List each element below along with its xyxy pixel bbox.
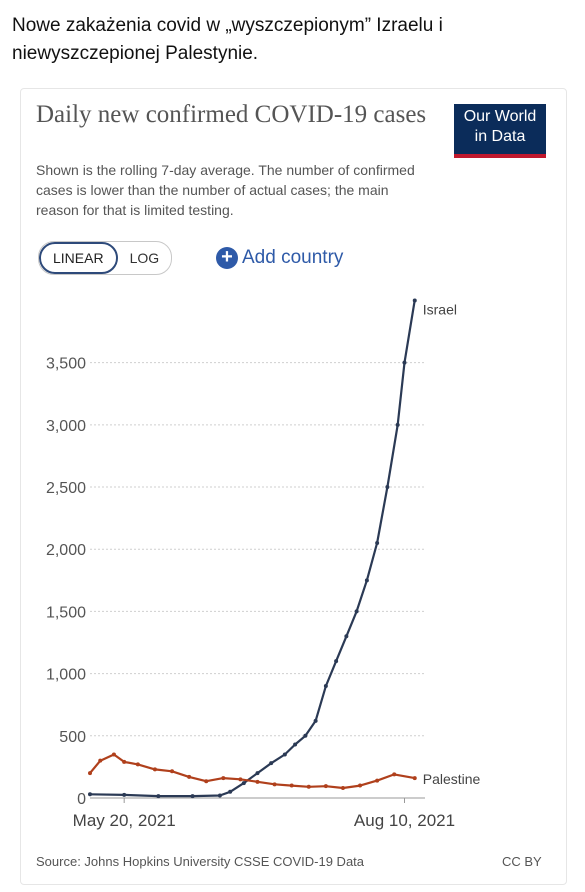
label-layer: Israel Palestine: [423, 301, 481, 787]
series-point-palestine: [272, 782, 277, 787]
scale-toggle: LINEAR LOG: [38, 241, 173, 275]
series-label-israel: Israel: [423, 301, 457, 317]
series-point-israel: [313, 718, 318, 723]
axis-layer: 0 500 1,000 1,500 2,000 2,500 3,000 3,500 May 20…: [46, 356, 455, 830]
series-point-palestine: [289, 783, 294, 788]
series-point-palestine: [88, 771, 92, 776]
series-point-israel: [255, 771, 260, 776]
line-chart: 0 500 1,000 1,500 2,000 2,500 3,000 3,500 May 20…: [46, 298, 481, 830]
series-point-palestine: [187, 774, 192, 779]
series-point-palestine: [111, 752, 116, 757]
owid-logo[interactable]: Our World in Data: [454, 104, 546, 158]
series-point-palestine: [323, 784, 328, 789]
series-point-israel: [395, 422, 400, 427]
series-point-israel: [269, 761, 274, 766]
scale-log-button[interactable]: LOG: [129, 250, 160, 266]
series-point-israel: [217, 793, 222, 798]
series-point-palestine: [135, 762, 140, 767]
series-point-israel: [334, 659, 339, 664]
scale-linear-button[interactable]: LINEAR: [39, 242, 118, 274]
series-point-israel: [402, 360, 407, 365]
y-tick-label: 3,000: [46, 418, 86, 435]
series-point-palestine: [152, 767, 157, 772]
y-tick-label: 1,000: [46, 667, 86, 684]
series-point-palestine: [98, 758, 103, 763]
card-frame: [20, 88, 567, 885]
series-point-palestine: [306, 784, 311, 789]
series-line-israel: [89, 300, 416, 798]
series-point-israel: [282, 752, 287, 757]
owid-chart-card: Daily new confirmed COVID-19 cases Shown…: [20, 88, 567, 885]
source-note[interactable]: Source: Johns Hopkins University CSSE CO…: [36, 854, 365, 869]
series-point-israel: [354, 609, 359, 614]
x-tick-label: May 20, 2021: [73, 811, 176, 830]
chart-subtitle: Shown is the rolling 7-day average. The …: [36, 162, 415, 218]
y-tick-label: 3,500: [46, 356, 86, 373]
series-point-israel: [303, 733, 308, 738]
chart-title: Daily new confirmed COVID-19 cases: [36, 101, 427, 128]
series-point-israel: [385, 485, 390, 490]
series-point-israel: [88, 792, 92, 797]
add-country-label: Add country: [242, 247, 344, 268]
series-point-israel: [156, 794, 161, 799]
series-point-palestine: [358, 783, 363, 788]
series-point-palestine: [170, 769, 175, 774]
y-tick-label: 2,500: [46, 480, 86, 497]
series-point-israel: [228, 789, 233, 794]
series-point-palestine: [375, 778, 380, 783]
add-country-button[interactable]: + Add country: [216, 245, 343, 271]
license-link[interactable]: CC BY: [502, 854, 542, 869]
series-point-palestine: [221, 776, 226, 781]
series-point-israel: [364, 578, 369, 583]
y-tick-label: 2,000: [46, 542, 86, 559]
series-point-israel: [412, 298, 417, 303]
y-tick-label: 1,500: [46, 604, 86, 621]
series-point-israel: [344, 634, 349, 639]
series-point-palestine: [238, 777, 243, 782]
series-point-palestine: [255, 779, 260, 784]
series-point-israel: [190, 794, 195, 799]
logo-line-2: in Data: [474, 128, 526, 145]
series-point-israel: [293, 742, 298, 747]
y-tick-label: 500: [59, 729, 86, 746]
series-point-israel: [122, 792, 127, 797]
series-point-palestine: [340, 786, 345, 791]
series-point-israel: [241, 781, 246, 786]
plus-circle-icon: +: [216, 247, 238, 269]
series-point-palestine: [412, 776, 417, 781]
series-layer: [88, 298, 417, 799]
series-line-palestine: [89, 753, 415, 790]
series-point-palestine: [122, 759, 127, 764]
series-point-israel: [375, 541, 380, 545]
post-caption: Nowe zakażenia covid w „wyszczepionym” I…: [12, 15, 443, 64]
series-point-palestine: [204, 779, 209, 784]
series-label-palestine: Palestine: [423, 771, 481, 787]
x-tick-label: Aug 10, 2021: [354, 811, 455, 830]
series-point-palestine: [392, 772, 397, 777]
series-point-israel: [323, 684, 328, 689]
logo-accent-bar: [454, 154, 546, 158]
y-tick-label: 0: [77, 791, 86, 808]
logo-line-1: Our World: [463, 108, 537, 125]
